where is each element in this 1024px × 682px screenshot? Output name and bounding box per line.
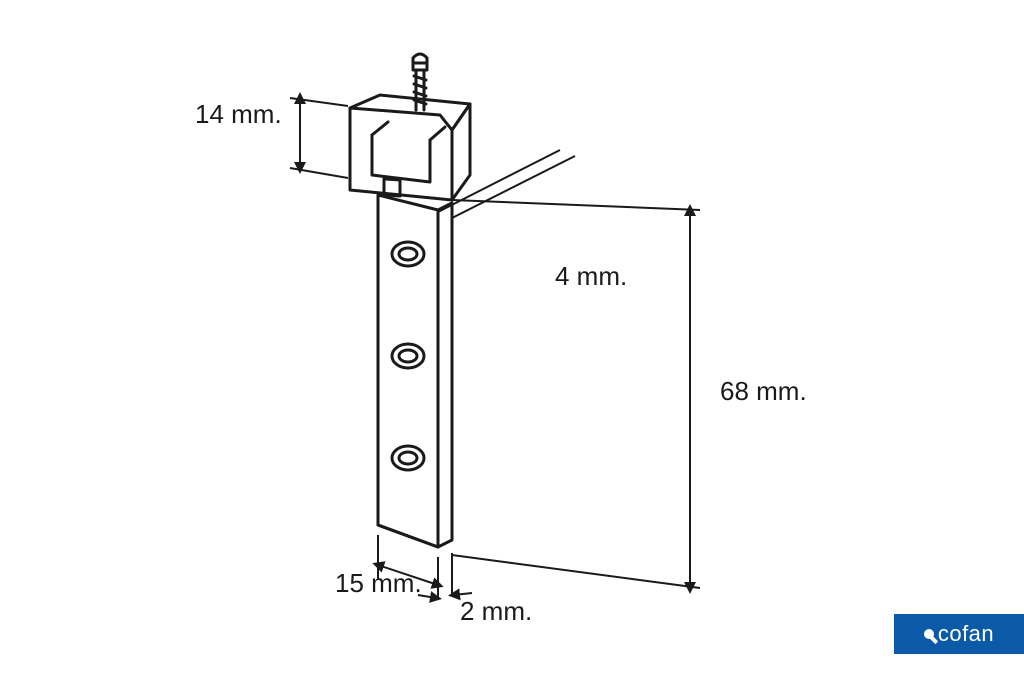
magnifier-icon <box>924 629 934 639</box>
screw <box>413 54 427 110</box>
technical-diagram: 14 mm. 4 mm. 68 mm. 15 mm. 2 mm. <box>0 0 1024 682</box>
dim-height-total: 68 mm. <box>720 376 807 406</box>
bracket-outline <box>350 54 470 547</box>
brand-logo: cofan <box>894 614 1024 654</box>
dim-height-top: 14 mm. <box>195 99 282 129</box>
dim-thickness: 4 mm. <box>555 261 627 291</box>
dim-width: 15 mm. <box>335 568 422 598</box>
dim-depth: 2 mm. <box>460 596 532 626</box>
brand-text: cofan <box>938 621 994 647</box>
